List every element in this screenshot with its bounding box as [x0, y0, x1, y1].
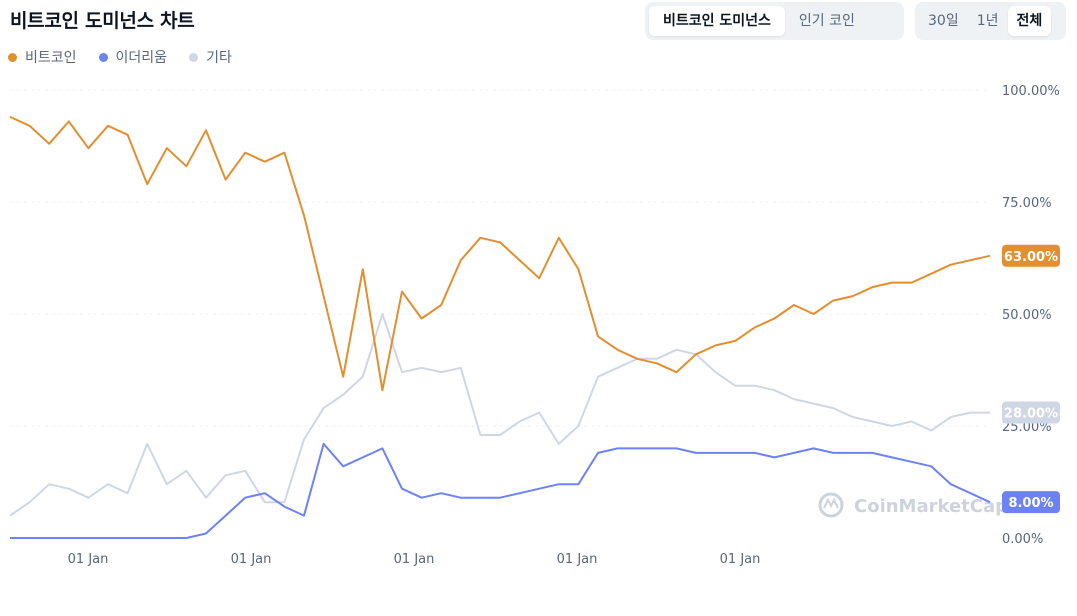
watermark-text: CoinMarketCap	[854, 496, 1008, 517]
legend-item-others[interactable]: 기타	[189, 47, 232, 67]
x-axis: 01 Jan 01 Jan 01 Jan 01 Jan 01 Jan	[68, 552, 761, 567]
range-30d-button[interactable]: 30일	[928, 13, 959, 29]
end-label-2: 28.00%	[1002, 401, 1060, 424]
end-label-badge	[1002, 401, 1060, 424]
end-label-text: 8.00%	[1008, 496, 1053, 511]
y-tick-label: 100.00%	[1002, 84, 1060, 99]
legend-dot-others	[189, 52, 199, 62]
page-title: 비트코인 도미넌스 차트	[10, 10, 195, 32]
y-tick-label: 50.00%	[1002, 308, 1052, 323]
legend-dot-ethereum	[98, 52, 108, 62]
legend-label-bitcoin: 비트코인	[25, 50, 77, 66]
series-line-1	[10, 442, 991, 539]
chart-lines	[9, 115, 991, 539]
watermark: CoinMarketCap	[818, 492, 1008, 518]
legend-label-others: 기타	[206, 50, 232, 66]
legend-item-ethereum[interactable]: 이더리움	[98, 47, 168, 67]
y-tick-label: 0.00%	[1002, 532, 1043, 547]
y-axis: 0.00% 25.00% 50.00% 75.00% 100.00%	[1002, 84, 1060, 547]
series-line-0	[9, 115, 991, 392]
view-toggle: 비트코인 도미넌스 인기 코인	[645, 2, 904, 40]
legend-dot-bitcoin	[8, 52, 17, 62]
tab-popular-coins[interactable]: 인기 코인	[798, 13, 855, 29]
x-tick-label: 01 Jan	[394, 552, 435, 567]
range-all-button[interactable]: 전체	[1007, 6, 1052, 36]
end-label-badge	[1002, 244, 1060, 267]
legend-label-ethereum: 이더리움	[115, 50, 168, 66]
end-label-text: 63.00%	[1004, 250, 1058, 265]
end-label-0: 63.00%	[1002, 244, 1060, 267]
x-tick-label: 01 Jan	[68, 552, 109, 567]
coinmarketcap-logo-icon	[818, 492, 844, 518]
chart-grid	[10, 89, 990, 427]
tab-bitcoin-dominance[interactable]: 비트코인 도미넌스	[649, 6, 785, 36]
x-tick-label: 01 Jan	[557, 552, 598, 567]
range-toggle: 30일 1년 전체	[915, 2, 1066, 40]
x-tick-label: 01 Jan	[231, 552, 272, 567]
end-label-badge	[1002, 491, 1060, 514]
legend-item-bitcoin[interactable]: 비트코인	[8, 47, 77, 67]
end-label-1: 8.00%	[1002, 491, 1060, 514]
range-1y-button[interactable]: 1년	[976, 13, 999, 29]
y-tick-label: 25.00%	[1002, 420, 1052, 435]
series-line-2	[9, 313, 990, 517]
y-tick-label: 75.00%	[1002, 196, 1052, 211]
end-label-text: 28.00%	[1004, 407, 1058, 422]
chart-legend: 비트코인 이더리움 기타	[8, 47, 232, 67]
x-tick-label: 01 Jan	[720, 552, 761, 567]
end-labels: 63.00% 8.00% 28.00%	[1002, 244, 1060, 514]
